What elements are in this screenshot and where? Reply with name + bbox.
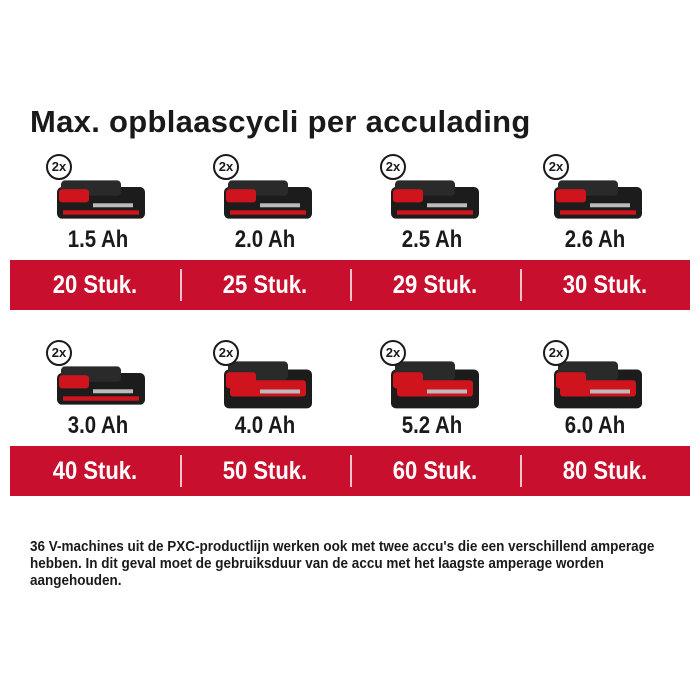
battery-pack-icon — [391, 180, 479, 219]
battery-image — [53, 362, 149, 410]
battery-cell: 2x 5.2 Ah — [347, 340, 517, 439]
quantity-badge: 2x — [213, 154, 239, 180]
cycles-count: 50 Stuk. — [222, 456, 308, 485]
cycles-cell: 40 Stuk. — [10, 446, 180, 496]
battery-pack-icon — [57, 180, 145, 219]
battery-image — [550, 176, 646, 224]
cycles-count: 80 Stuk. — [562, 456, 648, 485]
battery-cell: 2x 3.0 Ah — [13, 340, 183, 439]
battery-pack-icon — [224, 180, 312, 219]
cycles-cell: 30 Stuk. — [520, 260, 690, 310]
capacity-label: 1.5 Ah — [67, 226, 129, 253]
capacity-label: 4.0 Ah — [234, 412, 296, 439]
battery-cell: 2x 2.6 Ah — [510, 154, 680, 253]
cycles-band: 40 Stuk. 50 Stuk. 60 Stuk. 80 Stuk. — [10, 446, 690, 496]
battery-pack-icon — [554, 180, 642, 219]
cycles-cell: 29 Stuk. — [350, 260, 520, 310]
quantity-badge: 2x — [543, 340, 569, 366]
battery-image — [220, 356, 316, 409]
cycles-count: 40 Stuk. — [52, 456, 138, 485]
capacity-label: 6.0 Ah — [564, 412, 626, 439]
cycles-cell: 60 Stuk. — [350, 446, 520, 496]
battery-pack-icon — [57, 366, 145, 405]
cycles-cell: 80 Stuk. — [520, 446, 690, 496]
quantity-badge: 2x — [46, 154, 72, 180]
cycles-cell: 20 Stuk. — [10, 260, 180, 310]
cycles-count: 30 Stuk. — [562, 270, 648, 299]
capacity-label: 2.0 Ah — [234, 226, 296, 253]
battery-image — [53, 176, 149, 224]
cycles-count: 20 Stuk. — [52, 270, 138, 299]
battery-cell: 2x 2.0 Ah — [180, 154, 350, 253]
battery-cell: 2x 4.0 Ah — [180, 340, 350, 439]
battery-cell: 2x 2.5 Ah — [347, 154, 517, 253]
quantity-badge: 2x — [380, 154, 406, 180]
quantity-badge: 2x — [380, 340, 406, 366]
capacity-label: 5.2 Ah — [401, 412, 463, 439]
battery-pack-icon — [391, 361, 479, 409]
capacity-label: 3.0 Ah — [67, 412, 129, 439]
battery-pack-icon — [554, 361, 642, 409]
cycles-band: 20 Stuk. 25 Stuk. 29 Stuk. 30 Stuk. — [10, 260, 690, 310]
capacity-label: 2.6 Ah — [564, 226, 626, 253]
capacity-label: 2.5 Ah — [401, 226, 463, 253]
cycles-cell: 25 Stuk. — [180, 260, 350, 310]
cycles-count: 29 Stuk. — [392, 270, 478, 299]
footnote: 36 V-machines uit de PXC-productlijn wer… — [30, 538, 655, 589]
battery-cell: 2x 1.5 Ah — [13, 154, 183, 253]
quantity-badge: 2x — [213, 340, 239, 366]
battery-cell: 2x 6.0 Ah — [510, 340, 680, 439]
battery-row: 2x 3.0 Ah 2x 4.0 Ah 2x 5.2 Ah 2x — [10, 340, 690, 496]
battery-pack-icon — [224, 361, 312, 409]
quantity-badge: 2x — [46, 340, 72, 366]
cycles-cell: 50 Stuk. — [180, 446, 350, 496]
battery-image — [387, 356, 483, 409]
battery-image — [550, 356, 646, 409]
cycles-count: 60 Stuk. — [392, 456, 478, 485]
cycles-count: 25 Stuk. — [222, 270, 308, 299]
quantity-badge: 2x — [543, 154, 569, 180]
battery-image — [220, 176, 316, 224]
battery-image — [387, 176, 483, 224]
battery-row: 2x 1.5 Ah 2x 2.0 Ah 2x 2.5 Ah 2x — [10, 154, 690, 310]
page-title: Max. opblaascycli per acculading — [30, 104, 531, 139]
